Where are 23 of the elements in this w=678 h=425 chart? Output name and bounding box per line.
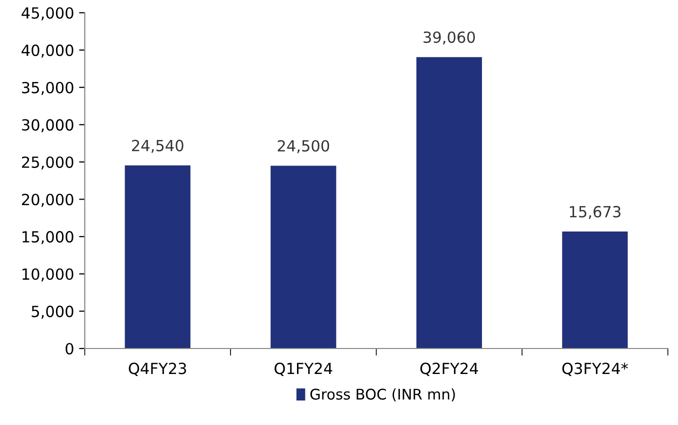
y-tick-label: 20,000 (22, 194, 74, 207)
y-tick-label: 10,000 (22, 268, 74, 282)
y-tick-label: 0 (66, 342, 74, 355)
text: 39,060 (424, 31, 475, 45)
text: 24,540 (132, 140, 184, 153)
x-tick-label: Q1FY24 (274, 362, 332, 376)
y-tick-label: 15,000 (22, 231, 74, 244)
bar (124, 165, 190, 348)
y-tick-label: 45,000 (22, 7, 74, 20)
y-tick-label: 25,000 (22, 156, 74, 170)
y-tick-label: 5,000 (32, 306, 74, 319)
bar (270, 166, 336, 348)
bar (416, 57, 482, 348)
y-tick-label: 35,000 (22, 82, 74, 95)
y-tick-label: 30,000 (22, 119, 74, 132)
x-tick-label: Q4FY23 (128, 362, 186, 376)
bar (562, 232, 628, 348)
text: 24,500 (278, 140, 330, 154)
legend-label: Gross BOC (INR mn) (310, 388, 455, 402)
y-tick-label: 40,000 (22, 44, 74, 58)
x-tick-label: Q3FY24* (562, 362, 628, 376)
x-tick-label: Q2FY24 (420, 362, 478, 376)
text: 15,673 (570, 206, 620, 220)
